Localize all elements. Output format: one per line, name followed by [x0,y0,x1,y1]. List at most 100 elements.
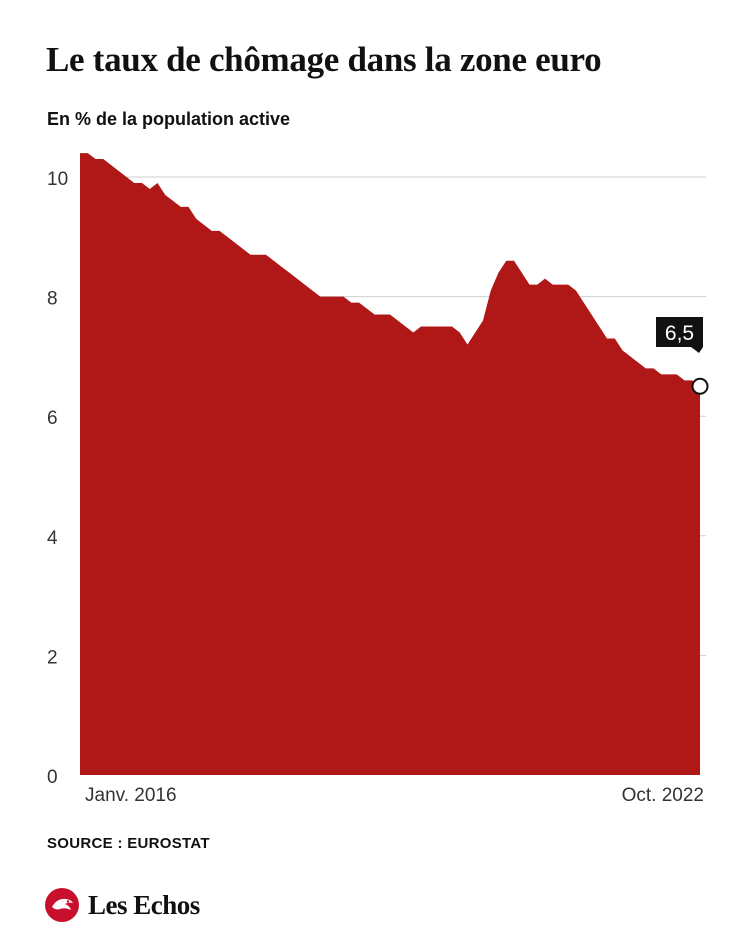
data-point [178,204,183,209]
data-point [581,300,586,305]
data-point [465,342,470,347]
data-point [589,312,594,317]
data-point [504,258,509,263]
last-value-callout: 6,5 [656,317,709,395]
data-point [473,330,478,335]
x-axis-labels: Janv. 2016 Oct. 2022 [85,785,704,806]
data-point [597,324,602,329]
data-point [155,180,160,185]
data-point [411,330,416,335]
data-point [674,372,679,377]
data-point [519,270,524,275]
data-point [240,246,245,251]
data-point [512,258,517,263]
series-area [80,153,700,775]
callout-pointer [691,347,703,353]
y-tick-label: 10 [47,169,68,190]
x-tick-label-start: Janv. 2016 [85,785,177,806]
data-point [202,222,207,227]
les-echos-emblem-icon [45,888,79,922]
data-point [388,312,393,317]
data-point [628,354,633,359]
data-point [488,288,493,293]
data-point [302,282,307,287]
data-point [535,282,540,287]
data-point [101,157,106,162]
data-point [310,288,315,293]
data-point [419,324,424,329]
data-point [279,264,284,269]
y-tick-label: 0 [47,767,58,788]
brand-name: Les Echos [88,889,200,920]
data-point [109,163,114,168]
data-point [287,270,292,275]
y-tick-label: 4 [47,528,58,549]
data-point [434,324,439,329]
data-point [357,300,362,305]
y-tick-label: 2 [47,647,58,668]
y-tick-label: 6 [47,408,58,429]
y-axis-ticks: 0 2 4 6 8 10 [47,169,68,788]
data-point [612,336,617,341]
data-point [620,348,625,353]
data-point [116,169,121,174]
data-point [349,300,354,305]
callout-value-label: 6,5 [665,322,694,345]
data-point [558,282,563,287]
data-point [543,276,548,281]
data-point [140,180,145,185]
data-point [248,252,253,257]
data-point [643,366,648,371]
data-point [318,294,323,299]
data-point [132,180,137,185]
data-point [364,306,369,311]
data-point [636,360,641,365]
x-tick-label-end: Oct. 2022 [622,785,704,806]
data-point [233,240,238,245]
data-point [225,234,230,239]
data-point [605,336,610,341]
data-point [651,366,656,371]
data-point [667,372,672,377]
chart-title: Le taux de chômage dans la zone euro [46,40,602,79]
data-point [690,378,695,383]
data-point [85,151,90,156]
y-tick-label: 8 [47,289,58,310]
callout-box [656,317,703,347]
data-point [326,294,331,299]
data-point [333,294,338,299]
data-point [698,384,703,389]
data-point [194,216,199,221]
data-point [450,324,455,329]
data-point [426,324,431,329]
data-point [341,294,346,299]
data-point [457,330,462,335]
data-point [682,378,687,383]
data-point [403,324,408,329]
data-point [496,270,501,275]
last-value-marker [691,377,709,395]
data-point [186,204,191,209]
data-point [217,228,222,233]
data-point [380,312,385,317]
area-chart: 0 2 4 6 8 10 Janv. 2016 Oct. 2022 6,5 [47,151,709,806]
data-point [574,288,579,293]
data-point [372,312,377,317]
data-point [442,324,447,329]
data-point [78,151,83,156]
data-point [659,372,664,377]
data-point [527,282,532,287]
data-point [566,282,571,287]
data-point [550,282,555,287]
data-point [395,318,400,323]
data-point [93,157,98,162]
data-point [256,252,261,257]
data-point [171,198,176,203]
brand-logo: Les Echos [44,887,200,923]
data-point [209,228,214,233]
source-note: SOURCE : EUROSTAT [47,835,210,852]
data-point [147,186,152,191]
chart-subtitle: En % de la population active [47,109,291,129]
data-point [295,276,300,281]
data-point [481,318,486,323]
